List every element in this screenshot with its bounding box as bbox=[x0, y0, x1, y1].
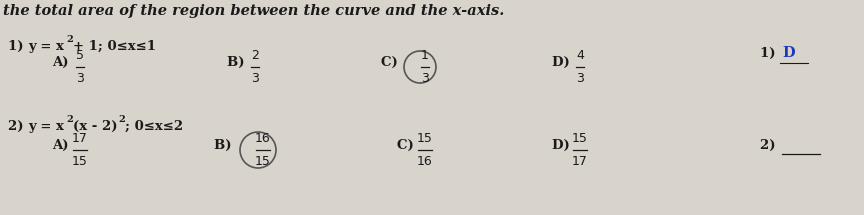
Text: 15: 15 bbox=[572, 132, 588, 145]
Text: 1): 1) bbox=[760, 46, 780, 60]
Text: B): B) bbox=[214, 138, 236, 152]
Text: B): B) bbox=[227, 55, 249, 69]
Text: 2): 2) bbox=[8, 120, 29, 133]
Text: D): D) bbox=[552, 138, 575, 152]
Text: D): D) bbox=[552, 55, 575, 69]
Text: C): C) bbox=[381, 55, 402, 69]
Text: A): A) bbox=[52, 138, 73, 152]
Text: 3: 3 bbox=[576, 72, 584, 85]
Text: A): A) bbox=[52, 55, 73, 69]
Text: 17: 17 bbox=[572, 155, 588, 168]
Text: 15: 15 bbox=[417, 132, 433, 145]
Text: 1): 1) bbox=[8, 40, 29, 53]
Text: 2: 2 bbox=[66, 35, 73, 44]
Text: y = x: y = x bbox=[28, 40, 64, 53]
Text: 16: 16 bbox=[417, 155, 433, 168]
Text: 3: 3 bbox=[251, 72, 259, 85]
Text: 2: 2 bbox=[66, 115, 73, 124]
Text: 1: 1 bbox=[421, 49, 429, 62]
Text: y = x: y = x bbox=[28, 120, 64, 133]
Text: 2: 2 bbox=[251, 49, 259, 62]
Text: C): C) bbox=[397, 138, 418, 152]
Text: 17: 17 bbox=[72, 132, 88, 145]
Text: 16: 16 bbox=[255, 132, 271, 145]
Text: + 1; 0≤x≤1: + 1; 0≤x≤1 bbox=[73, 40, 156, 53]
Text: 15: 15 bbox=[72, 155, 88, 168]
Text: D: D bbox=[782, 46, 795, 60]
Text: 3: 3 bbox=[421, 72, 429, 85]
Text: ; 0≤x≤2: ; 0≤x≤2 bbox=[125, 120, 183, 133]
Text: 3: 3 bbox=[76, 72, 84, 85]
Text: the total area of the region between the curve and the x-axis.: the total area of the region between the… bbox=[3, 4, 505, 18]
Text: 4: 4 bbox=[576, 49, 584, 62]
Text: 2: 2 bbox=[118, 115, 124, 124]
Text: 2): 2) bbox=[760, 138, 780, 152]
Text: 15: 15 bbox=[255, 155, 271, 168]
Text: 5: 5 bbox=[76, 49, 84, 62]
Text: (x - 2): (x - 2) bbox=[73, 120, 118, 133]
